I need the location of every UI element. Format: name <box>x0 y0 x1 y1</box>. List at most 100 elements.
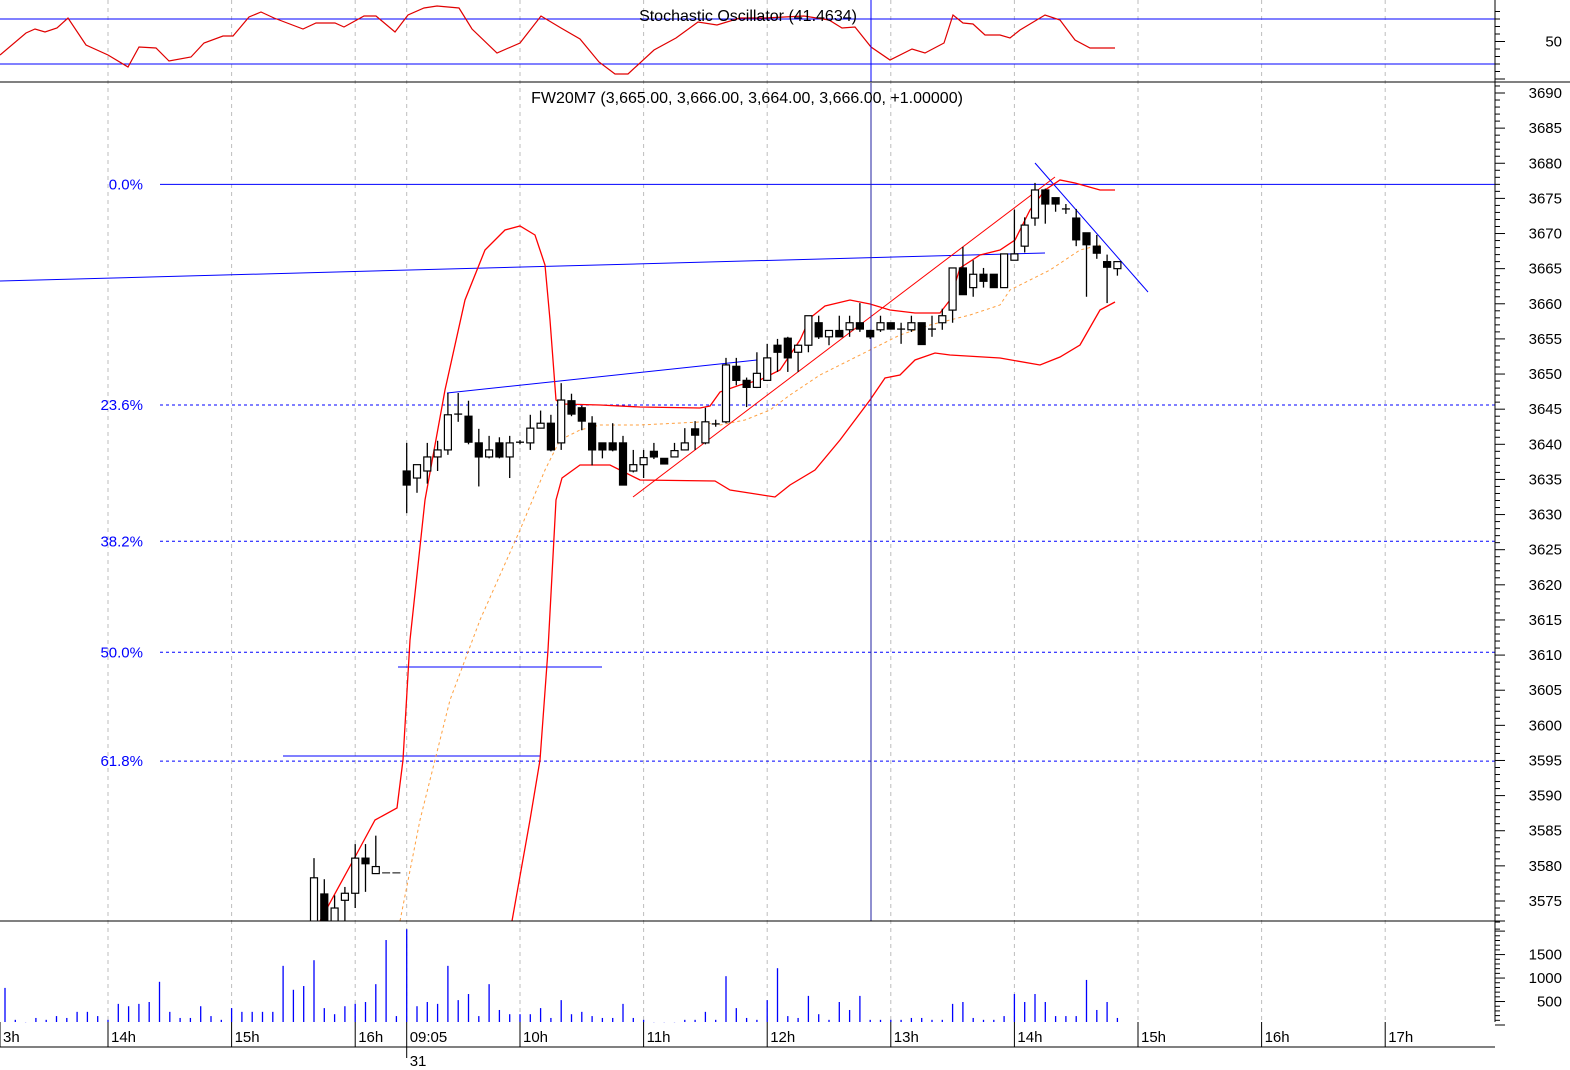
candle <box>783 336 792 372</box>
candle-body <box>1010 253 1019 261</box>
candle <box>464 400 473 445</box>
candle <box>989 273 998 289</box>
price-tick-label: 3680 <box>1529 155 1562 172</box>
candle <box>1072 208 1081 247</box>
candle <box>618 435 628 486</box>
candle-body <box>958 267 968 296</box>
candle <box>907 315 916 332</box>
candle <box>361 844 370 892</box>
candle-body <box>721 364 731 423</box>
channel-line <box>632 176 1056 498</box>
candle <box>557 383 566 450</box>
candle <box>649 442 659 460</box>
price-tick-label: 3610 <box>1529 647 1562 664</box>
price-tick-label: 3575 <box>1529 893 1562 910</box>
fibonacci-label: 38.2% <box>100 533 143 550</box>
candle-body <box>505 442 514 458</box>
time-tick-label: 12h <box>770 1029 795 1046</box>
candle <box>433 440 442 471</box>
time-tick-label: 16h <box>358 1029 383 1046</box>
candle <box>309 858 319 921</box>
candle <box>948 267 957 323</box>
candle <box>1082 232 1091 297</box>
fibonacci-label: 61.8% <box>100 753 143 770</box>
candle-body <box>999 253 1009 289</box>
candle <box>1010 209 1019 261</box>
candle-body <box>969 273 978 289</box>
candle <box>793 344 803 372</box>
candle-body <box>690 428 700 436</box>
candle <box>835 315 844 338</box>
price-tick-label: 3595 <box>1529 752 1562 769</box>
candle-body <box>536 422 545 429</box>
fibonacci-labels: 0.0% 23.6% 38.2% 50.0% 61.8% <box>100 176 143 770</box>
candle-body <box>423 456 432 472</box>
candle-body <box>361 857 370 865</box>
price-tick-label: 3585 <box>1529 823 1562 840</box>
volume-tick-label: 1000 <box>1529 970 1562 987</box>
candle <box>454 393 463 422</box>
price-tick-label: 3685 <box>1529 120 1562 137</box>
candle-body <box>309 877 319 921</box>
time-tick-label: 09:05 <box>410 1029 448 1046</box>
candle-body <box>979 273 988 282</box>
trendline <box>1034 162 1149 293</box>
candle-body <box>1082 232 1091 246</box>
time-tick-label: 3h <box>3 1029 20 1046</box>
candle-body <box>793 344 803 353</box>
candle <box>608 423 617 452</box>
candle <box>340 886 349 921</box>
candle <box>773 338 782 372</box>
candle <box>742 377 751 408</box>
price-tick-label: 3660 <box>1529 296 1562 313</box>
candle <box>917 322 926 346</box>
candle-body <box>464 415 473 443</box>
candle-body <box>402 470 411 486</box>
candle <box>587 416 597 466</box>
price-panel <box>0 83 1495 921</box>
candle-body <box>763 357 772 381</box>
candle-body <box>742 379 751 388</box>
candle <box>670 442 679 458</box>
candle-body <box>443 414 452 451</box>
candle <box>721 357 731 424</box>
grid-lines <box>107 0 1386 1022</box>
candle-body <box>1102 261 1112 268</box>
candle-body <box>577 407 586 422</box>
candle <box>732 357 741 386</box>
candle-body <box>1072 217 1081 241</box>
bollinger-upper-band <box>319 179 1115 921</box>
candle <box>969 260 978 297</box>
candle <box>804 315 813 353</box>
candle <box>660 457 669 465</box>
candle <box>701 407 710 445</box>
date-label: 31 <box>410 1053 427 1070</box>
time-tick-label: 15h <box>235 1029 260 1046</box>
candle-body <box>835 329 844 338</box>
candle <box>320 879 329 921</box>
candle <box>979 267 988 288</box>
candle-body <box>804 315 813 346</box>
stochastic-panel <box>0 0 1495 82</box>
candle <box>866 329 875 339</box>
candle-body <box>876 322 885 331</box>
candle <box>690 421 700 450</box>
candle-body <box>732 365 741 381</box>
candle <box>351 844 360 909</box>
stochastic-title: Stochastic Oscillator (41.4634) <box>639 8 857 25</box>
price-tick-label: 3655 <box>1529 331 1562 348</box>
stochastic-line <box>0 5 1115 75</box>
candle-body <box>989 273 998 289</box>
candle-body <box>330 907 339 921</box>
price-tick-label: 3665 <box>1529 261 1562 278</box>
candle-body <box>412 464 422 479</box>
candle <box>824 329 834 346</box>
candle-body <box>598 442 607 451</box>
candle <box>876 315 885 332</box>
candle <box>495 437 504 459</box>
chart-title: FW20M7 (3,665.00, 3,666.00, 3,664.00, 3,… <box>531 90 963 107</box>
candle <box>1061 204 1070 214</box>
candle <box>485 435 494 459</box>
candle-body <box>618 442 628 486</box>
